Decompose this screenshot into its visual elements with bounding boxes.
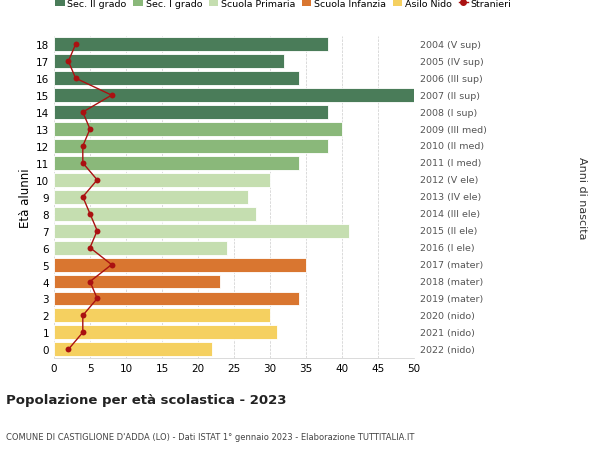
- Text: 2022 (nido): 2022 (nido): [420, 345, 475, 354]
- Point: [78, 329, 88, 336]
- Text: 2015 (II ele): 2015 (II ele): [420, 227, 478, 235]
- Bar: [54, 207, 256, 221]
- Bar: [54, 72, 299, 86]
- Bar: [54, 258, 306, 272]
- Text: COMUNE DI CASTIGLIONE D'ADDA (LO) - Dati ISTAT 1° gennaio 2023 - Elaborazione TU: COMUNE DI CASTIGLIONE D'ADDA (LO) - Dati…: [6, 431, 415, 441]
- Point: [107, 261, 116, 269]
- Y-axis label: Età alunni: Età alunni: [19, 168, 32, 227]
- Bar: [54, 241, 227, 255]
- Text: 2018 (mater): 2018 (mater): [420, 277, 483, 286]
- Text: 2008 (I sup): 2008 (I sup): [420, 108, 477, 118]
- Point: [85, 211, 95, 218]
- Bar: [54, 309, 270, 323]
- Point: [92, 228, 102, 235]
- Point: [71, 41, 80, 49]
- Bar: [54, 89, 414, 103]
- Text: 2013 (IV ele): 2013 (IV ele): [420, 193, 481, 202]
- Text: 2016 (I ele): 2016 (I ele): [420, 244, 475, 252]
- Point: [64, 58, 73, 66]
- Bar: [54, 38, 328, 52]
- Text: 2009 (III med): 2009 (III med): [420, 125, 487, 134]
- Bar: [54, 326, 277, 340]
- Text: 2014 (III ele): 2014 (III ele): [420, 210, 480, 219]
- Text: 2012 (V ele): 2012 (V ele): [420, 176, 478, 185]
- Point: [78, 160, 88, 167]
- Bar: [54, 224, 349, 238]
- Text: 2017 (mater): 2017 (mater): [420, 261, 483, 269]
- Bar: [54, 123, 342, 137]
- Bar: [54, 174, 270, 187]
- Point: [85, 245, 95, 252]
- Bar: [54, 55, 284, 69]
- Point: [85, 278, 95, 285]
- Bar: [54, 292, 299, 306]
- Text: 2007 (II sup): 2007 (II sup): [420, 91, 480, 101]
- Point: [78, 194, 88, 201]
- Point: [92, 177, 102, 184]
- Bar: [54, 190, 248, 204]
- Text: Popolazione per età scolastica - 2023: Popolazione per età scolastica - 2023: [6, 393, 287, 406]
- Text: 2020 (nido): 2020 (nido): [420, 311, 475, 320]
- Text: 2019 (mater): 2019 (mater): [420, 294, 483, 303]
- Point: [107, 92, 116, 100]
- Point: [78, 312, 88, 319]
- Point: [78, 109, 88, 117]
- Text: 2021 (nido): 2021 (nido): [420, 328, 475, 337]
- Point: [78, 143, 88, 150]
- Bar: [54, 275, 220, 289]
- Bar: [54, 342, 212, 357]
- Text: Anni di nascita: Anni di nascita: [577, 156, 587, 239]
- Bar: [54, 157, 299, 170]
- Bar: [54, 140, 328, 154]
- Text: 2011 (I med): 2011 (I med): [420, 159, 481, 168]
- Point: [85, 126, 95, 134]
- Legend: Sec. II grado, Sec. I grado, Scuola Primaria, Scuola Infanzia, Asilo Nido, Stran: Sec. II grado, Sec. I grado, Scuola Prim…: [55, 0, 512, 9]
- Text: 2010 (II med): 2010 (II med): [420, 142, 484, 151]
- Point: [71, 75, 80, 83]
- Text: 2005 (IV sup): 2005 (IV sup): [420, 57, 484, 67]
- Bar: [54, 106, 328, 120]
- Point: [64, 346, 73, 353]
- Text: 2006 (III sup): 2006 (III sup): [420, 74, 483, 84]
- Point: [92, 295, 102, 302]
- Text: 2004 (V sup): 2004 (V sup): [420, 41, 481, 50]
